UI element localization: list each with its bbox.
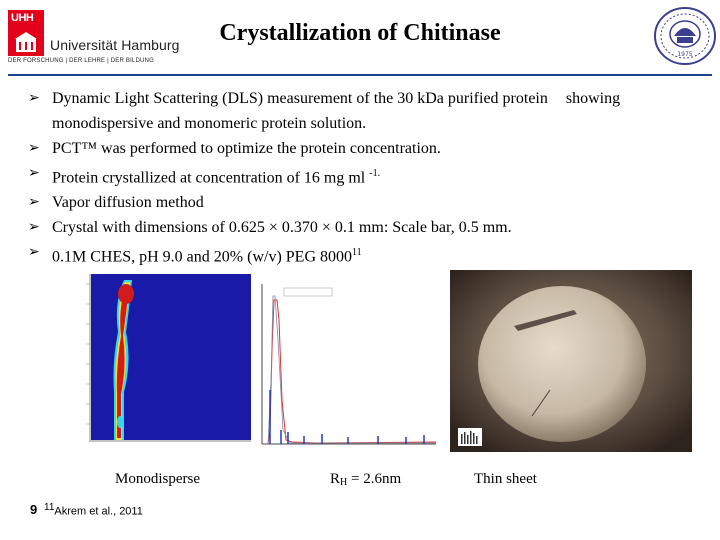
university-name: Universität Hamburg	[50, 37, 180, 53]
bullet-superscript: 11	[352, 247, 362, 259]
arrow-bullet-icon: ➢	[28, 194, 40, 211]
slide-title: Crystallization of Chitinase	[219, 20, 501, 46]
university-hamburg-logo: UHH Universität Hamburg DER FORSCHUNG | …	[8, 10, 193, 68]
bullet-superscript: -1.	[369, 168, 381, 179]
bullet-text: Crystal with dimensions of 0.625 × 0.370…	[52, 219, 512, 237]
title-divider	[8, 74, 712, 76]
arrow-bullet-icon: ➢	[28, 90, 40, 106]
bullet-text: PCT™ was performed to optimize the prote…	[52, 140, 441, 157]
footnote: 11Akrem et al., 2011	[44, 502, 143, 518]
arrow-bullet-icon: ➢	[28, 165, 40, 181]
bullet-list: ➢ Dynamic Light Scattering (DLS) measure…	[28, 86, 708, 270]
uhh-mark-text: UHH	[11, 12, 34, 24]
caption-hydrodynamic-radius: RH = 2.6nm	[330, 471, 401, 488]
bullet-item: ➢ Protein crystallized at concentration …	[28, 161, 708, 190]
footnote-text: Akrem et al., 2011	[54, 505, 143, 518]
uhh-logo-icon: UHH	[8, 10, 44, 56]
caption-thin-sheet: Thin sheet	[474, 471, 537, 487]
rh-subscript: H	[340, 477, 348, 488]
arrow-bullet-icon: ➢	[28, 140, 40, 156]
university-seal-icon: 1975	[654, 7, 716, 65]
dls-distribution-plot	[256, 280, 438, 448]
university-motto: DER FORSCHUNG | DER LEHRE | DER BILDUNG	[8, 58, 154, 64]
rh-value: = 2.6nm	[347, 471, 402, 487]
bullet-text: 0.1M CHES, pH 9.0 and 20% (w/v) PEG 8000	[52, 248, 352, 266]
footnote-marker: 11	[44, 502, 55, 513]
bullet-text: Dynamic Light Scattering (DLS) measureme…	[52, 90, 548, 107]
arrow-bullet-icon: ➢	[28, 244, 40, 261]
dls-heatmap-image	[74, 272, 252, 448]
caption-monodisperse: Monodisperse	[115, 471, 200, 487]
page-number: 9	[30, 502, 38, 517]
seal-year: 1975	[677, 51, 692, 58]
bullet-text: Protein crystallized at concentration of…	[52, 169, 366, 187]
bullet-item: ➢ Vapor diffusion method	[28, 190, 708, 215]
crystal-drop-photo	[450, 270, 692, 452]
bullet-item: ➢ Dynamic Light Scattering (DLS) measure…	[28, 86, 708, 136]
bullet-item: ➢ Crystal with dimensions of 0.625 × 0.3…	[28, 215, 708, 240]
arrow-bullet-icon: ➢	[28, 219, 40, 236]
bullet-text: Vapor diffusion method	[52, 194, 204, 212]
bullet-text-continuation: showing	[565, 90, 621, 107]
bullet-text-line2: monodispersive and monomeric protein sol…	[52, 115, 367, 132]
building-icon	[15, 32, 37, 52]
bullet-item: ➢ PCT™ was performed to optimize the pro…	[28, 136, 708, 161]
rh-symbol: R	[330, 471, 341, 487]
bullet-item: ➢ 0.1M CHES, pH 9.0 and 20% (w/v) PEG 80…	[28, 240, 708, 269]
